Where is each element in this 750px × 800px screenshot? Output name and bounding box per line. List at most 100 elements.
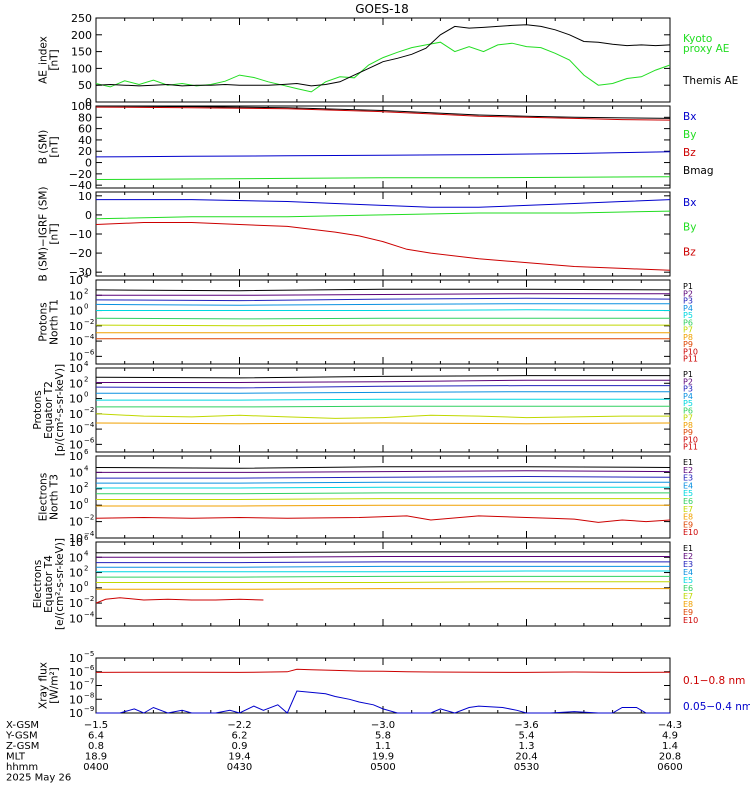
series-eeq-1 [96, 551, 670, 554]
y-axis-label: Electrons [32, 560, 44, 609]
y-tick-base: 10 [69, 438, 83, 451]
legend-entry: 0.05−0.4 nm [683, 701, 750, 713]
legend-entry: P1 [683, 370, 693, 379]
y-tick-base: 10 [69, 707, 83, 720]
y-tick-base: 10 [69, 680, 83, 693]
y-tick-base: 10 [69, 532, 83, 545]
legend-entry: P2 [683, 377, 693, 386]
y-tick-label: −30 [69, 266, 92, 279]
y-tick-exponent: 0 [84, 303, 88, 311]
x-row-value: 0400 [83, 762, 108, 773]
legend-entry: E9 [683, 608, 693, 617]
series-pnorth-1 [95, 288, 671, 292]
legend-entry: Bz [683, 147, 696, 159]
y-tick-base: 10 [69, 536, 83, 549]
y-tick-exponent: 2 [84, 375, 88, 383]
x-row-value: 0430 [227, 762, 252, 773]
y-tick-exponent: 4 [84, 272, 89, 280]
panel-digrf: −30 −20 −10 0 10 B (SM)−IGRF (SM) [nT] Bx By Bz [38, 186, 697, 281]
y-tick-exponent: −8 [84, 691, 94, 699]
legend-entry: E3 [683, 560, 693, 569]
legend-entry: E1 [683, 458, 693, 467]
series-peq-5 [96, 398, 670, 401]
y-tick-base: 10 [69, 666, 83, 679]
series-enorth-1 [95, 466, 671, 469]
y-tick-base: 10 [69, 466, 83, 479]
y-tick-label: −10 [69, 228, 92, 241]
series-enorth-4 [96, 481, 670, 484]
series-enorth-7 [96, 498, 670, 500]
x-row-value: 5.8 [375, 731, 391, 742]
x-row-value: −3.0 [371, 720, 395, 731]
y-axis-label: B (SM)−IGRF (SM) [38, 186, 50, 281]
series-xray-2 [96, 690, 670, 714]
legend-entry: E8 [683, 600, 693, 609]
series-eeq-9 [95, 597, 264, 604]
legend-entry: E4 [683, 568, 693, 577]
y-tick-base: 10 [69, 582, 83, 595]
legend-entry: P7 [683, 326, 693, 335]
x-row-value: −1.5 [84, 720, 108, 731]
y-tick-label: −20 [69, 168, 92, 181]
y-axis-label: [e/(cm²-s-sr-keV)] [54, 538, 66, 630]
series-digrf-2 [95, 210, 671, 220]
legend-entry: P1 [683, 282, 693, 291]
x-row-value: 5.4 [519, 731, 535, 742]
series-peq-2 [96, 379, 670, 383]
series-digrf-3 [95, 222, 671, 271]
x-row-label: hhmm [6, 762, 38, 773]
legend-entry: E10 [683, 616, 698, 625]
legend-entry: Kyoto [683, 33, 712, 45]
y-tick-base: 10 [69, 483, 83, 496]
y-tick-base: 10 [69, 567, 83, 580]
y-tick-base: 10 [69, 350, 83, 363]
y-tick-label: 10 [78, 190, 92, 203]
legend-entry: E9 [683, 520, 693, 529]
series-eeq-3 [96, 561, 670, 564]
series-pnorth-2 [96, 293, 670, 296]
y-tick-exponent: −2 [84, 514, 94, 522]
legend-entry: P8 [683, 333, 693, 342]
date-label: 2025 May 26 [6, 773, 71, 784]
y-tick-base: 10 [69, 289, 83, 302]
legend-entry: 0.1−0.8 nm [683, 675, 745, 687]
legend-entry: P10 [683, 347, 698, 356]
x-row-label: Z-GSM [6, 741, 39, 752]
legend-entry: E6 [683, 584, 693, 593]
series-peq-1 [95, 375, 670, 379]
y-tick-base: 10 [69, 393, 83, 406]
x-row-value: 1.1 [375, 741, 391, 752]
y-tick-label: 0 [85, 157, 92, 170]
legend-entry: E5 [683, 576, 693, 585]
y-tick-base: 10 [69, 423, 83, 436]
legend-entry: P10 [683, 435, 698, 444]
y-tick-exponent: −2 [84, 595, 94, 603]
legend-entry: P7 [683, 414, 693, 423]
legend-entry: E10 [683, 528, 698, 537]
y-tick-exponent: −5 [84, 650, 94, 658]
y-tick-exponent: −4 [84, 333, 95, 341]
legend-entry: E3 [683, 474, 693, 483]
legend-entry: P9 [683, 428, 693, 437]
x-row-value: 20.4 [515, 752, 537, 763]
y-tick-label: 250 [71, 12, 92, 25]
x-row-label: Y-GSM [5, 731, 38, 742]
series-eeq-8 [96, 588, 670, 590]
legend-entry: By [683, 129, 696, 141]
y-tick-exponent: 6 [84, 448, 89, 456]
y-tick-label: 100 [71, 62, 92, 75]
series-pnorth-7 [95, 324, 670, 327]
y-axis-label: Protons [38, 302, 50, 341]
x-row-value: −4.3 [658, 720, 682, 731]
x-row-value: 19.4 [228, 752, 250, 763]
x-row-value: 4.9 [662, 731, 678, 742]
legend-entry: E7 [683, 592, 693, 601]
series-bsm-1 [95, 105, 671, 119]
series-peq-4 [96, 391, 670, 394]
legend-entry: Bx [683, 111, 696, 123]
series-eeq-6 [96, 575, 670, 578]
legend-entry: E4 [683, 481, 693, 490]
legend-entry: Themis AE [682, 75, 738, 87]
